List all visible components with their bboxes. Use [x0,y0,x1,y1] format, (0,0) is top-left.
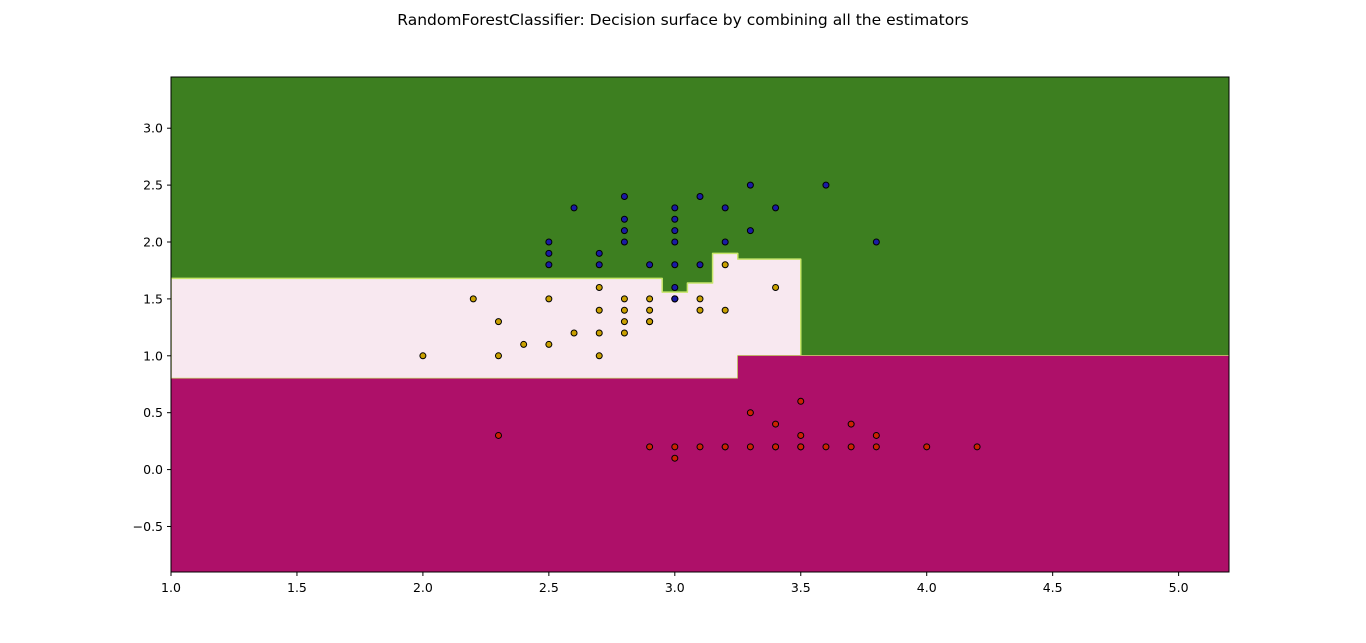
x-tick-label: 4.0 [917,580,937,595]
point-class-2 [696,261,704,269]
point-class-0 [746,443,754,451]
point-class-1 [721,306,729,314]
point-class-2 [620,238,628,246]
point-class-2 [595,261,603,269]
y-tick-label: 3.0 [143,121,163,136]
point-class-2 [671,227,679,235]
point-class-0 [797,443,805,451]
point-class-0 [872,443,880,451]
point-class-2 [620,192,628,200]
point-class-2 [671,215,679,223]
point-class-1 [595,284,603,292]
y-tick-label: −0.5 [133,519,163,534]
point-class-0 [772,443,780,451]
point-class-1 [620,318,628,326]
point-class-0 [923,443,931,451]
point-class-2 [646,261,654,269]
y-tick-label: 0.5 [143,405,163,420]
point-class-0 [847,420,855,428]
point-class-1 [646,295,654,303]
point-class-1 [696,306,704,314]
y-tick-label: 1.0 [143,348,163,363]
point-class-0 [721,443,729,451]
point-class-0 [973,443,981,451]
x-axis: 1.0 1.5 2.0 2.5 3.0 3.5 4.0 4.5 5.0 [161,572,1189,595]
point-class-1 [620,329,628,337]
point-class-2 [570,204,578,212]
point-class-2 [620,227,628,235]
y-axis: −0.5 0.0 0.5 1.0 1.5 2.0 2.5 3.0 [133,121,171,534]
point-class-1 [520,340,528,348]
point-class-2 [772,204,780,212]
point-class-0 [646,443,654,451]
point-class-1 [646,318,654,326]
point-class-0 [772,420,780,428]
point-class-2 [595,249,603,257]
point-class-0 [872,431,880,439]
point-class-1 [545,295,553,303]
point-class-2 [721,238,729,246]
point-class-0 [797,431,805,439]
plot-frame [170,76,1230,573]
point-class-2 [545,261,553,269]
x-tick-label: 4.5 [1043,580,1063,595]
point-class-1 [595,306,603,314]
point-class-1 [494,318,502,326]
x-tick-label: 3.5 [791,580,811,595]
point-class-2 [822,181,830,189]
point-class-1 [494,352,502,360]
point-class-2 [671,295,679,303]
point-class-1 [469,295,477,303]
point-class-1 [620,306,628,314]
y-tick-label: 0.0 [143,462,163,477]
point-class-2 [671,261,679,269]
x-tick-label: 2.5 [539,580,559,595]
point-class-2 [872,238,880,246]
point-class-0 [494,431,502,439]
point-class-2 [620,215,628,223]
region-class-0 [171,355,1229,572]
point-class-0 [746,409,754,417]
point-class-1 [620,295,628,303]
point-class-2 [545,249,553,257]
point-class-1 [595,329,603,337]
point-class-0 [797,397,805,405]
point-class-0 [671,443,679,451]
point-class-0 [671,454,679,462]
point-class-2 [671,238,679,246]
x-tick-label: 5.0 [1169,580,1189,595]
point-class-2 [545,238,553,246]
point-class-2 [746,181,754,189]
point-class-2 [671,204,679,212]
decision-regions [171,77,1229,572]
scatter-points [419,181,981,462]
x-tick-label: 2.0 [413,580,433,595]
y-tick-label: 2.0 [143,235,163,250]
point-class-2 [671,284,679,292]
point-class-1 [772,284,780,292]
point-class-2 [746,227,754,235]
y-tick-label: 1.5 [143,291,163,306]
point-class-1 [646,306,654,314]
point-class-2 [721,204,729,212]
x-tick-label: 1.0 [161,580,181,595]
x-tick-label: 3.0 [665,580,685,595]
point-class-1 [595,352,603,360]
point-class-1 [419,352,427,360]
point-class-0 [822,443,830,451]
y-tick-label: 2.5 [143,178,163,193]
point-class-1 [696,295,704,303]
point-class-2 [696,192,704,200]
point-class-0 [847,443,855,451]
point-class-1 [545,340,553,348]
point-class-1 [721,261,729,269]
point-class-1 [570,329,578,337]
point-class-0 [696,443,704,451]
chart-title: RandomForestClassifier: Decision surface… [397,11,968,29]
x-tick-label: 1.5 [287,580,307,595]
